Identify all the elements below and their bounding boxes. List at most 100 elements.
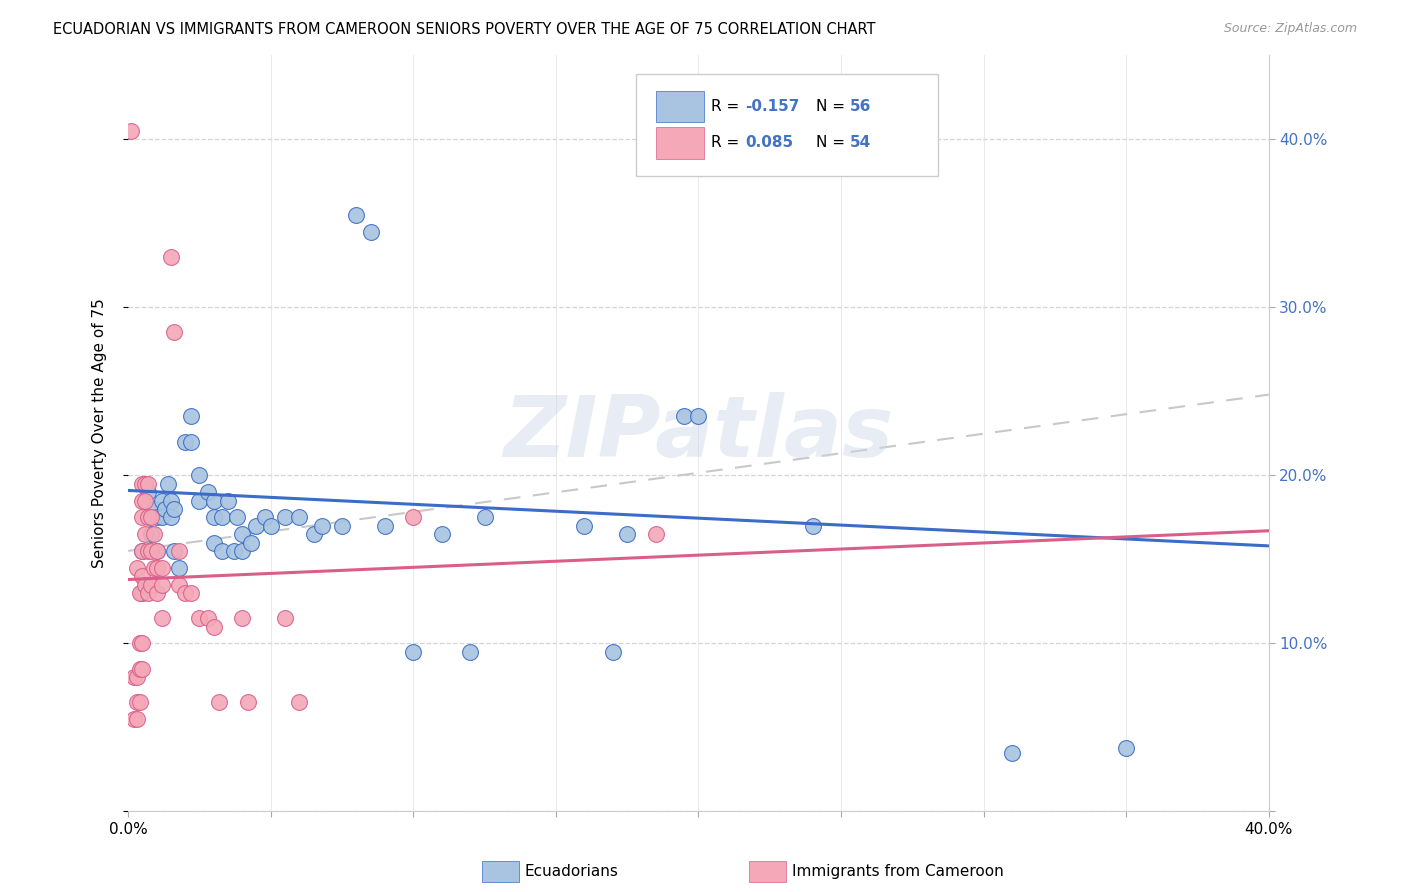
Point <box>202 619 225 633</box>
Point <box>211 544 233 558</box>
Point <box>125 670 148 684</box>
Point <box>288 695 311 709</box>
Text: 54: 54 <box>851 136 872 151</box>
Point <box>125 560 148 574</box>
Point <box>430 527 453 541</box>
Point <box>150 493 173 508</box>
Point <box>688 409 710 424</box>
Point <box>125 712 148 726</box>
Point <box>160 493 183 508</box>
Point <box>125 695 148 709</box>
Point <box>134 577 156 591</box>
Point <box>374 518 396 533</box>
Point <box>134 493 156 508</box>
Point <box>174 434 197 449</box>
FancyBboxPatch shape <box>636 74 938 176</box>
Point <box>134 527 156 541</box>
Point <box>150 577 173 591</box>
Y-axis label: Seniors Poverty Over the Age of 75: Seniors Poverty Over the Age of 75 <box>93 299 107 568</box>
Point <box>231 527 253 541</box>
Point <box>330 518 353 533</box>
Point <box>145 586 167 600</box>
Point <box>360 225 382 239</box>
Point <box>136 544 159 558</box>
Point <box>188 468 211 483</box>
Point <box>131 586 153 600</box>
Point <box>274 611 297 625</box>
Point <box>139 527 162 541</box>
Text: Source: ZipAtlas.com: Source: ZipAtlas.com <box>1223 22 1357 36</box>
Point <box>150 560 173 574</box>
Point <box>302 527 325 541</box>
Point <box>202 493 225 508</box>
Point <box>197 485 219 500</box>
Point <box>188 493 211 508</box>
Point <box>602 645 624 659</box>
Point <box>236 695 259 709</box>
Point <box>145 560 167 574</box>
Point <box>225 510 247 524</box>
Text: ECUADORIAN VS IMMIGRANTS FROM CAMEROON SENIORS POVERTY OVER THE AGE OF 75 CORREL: ECUADORIAN VS IMMIGRANTS FROM CAMEROON S… <box>53 22 876 37</box>
Point <box>402 645 425 659</box>
Point <box>155 502 177 516</box>
Point <box>131 662 153 676</box>
Point <box>122 712 145 726</box>
Point <box>163 502 186 516</box>
Point <box>131 476 153 491</box>
Point <box>222 544 245 558</box>
Point <box>616 527 638 541</box>
Point <box>460 645 482 659</box>
Point <box>157 476 180 491</box>
Text: Immigrants from Cameroon: Immigrants from Cameroon <box>792 864 1004 879</box>
Point <box>163 544 186 558</box>
Point <box>150 611 173 625</box>
Point <box>131 544 153 558</box>
Text: N =: N = <box>815 99 849 114</box>
Point <box>180 434 202 449</box>
Point <box>169 560 191 574</box>
Point <box>128 636 150 650</box>
Point <box>211 510 233 524</box>
FancyBboxPatch shape <box>657 91 704 122</box>
Point <box>169 577 191 591</box>
Point <box>197 611 219 625</box>
Point <box>122 670 145 684</box>
Point <box>131 636 153 650</box>
Point <box>474 510 496 524</box>
Text: 0.085: 0.085 <box>745 136 793 151</box>
Point <box>131 544 153 558</box>
Point <box>145 544 167 558</box>
Point <box>169 544 191 558</box>
Point <box>128 586 150 600</box>
Text: R =: R = <box>711 99 744 114</box>
Text: R =: R = <box>711 136 744 151</box>
Point <box>131 569 153 583</box>
Point <box>344 208 367 222</box>
FancyBboxPatch shape <box>657 127 704 159</box>
Text: ZIPatlas: ZIPatlas <box>503 392 894 475</box>
Point <box>1115 740 1137 755</box>
Point <box>150 510 173 524</box>
Point <box>160 250 183 264</box>
Point <box>188 611 211 625</box>
Point <box>311 518 333 533</box>
Point <box>160 510 183 524</box>
Point <box>673 409 696 424</box>
Point <box>142 527 165 541</box>
Point <box>120 124 142 138</box>
Point <box>145 544 167 558</box>
Point <box>254 510 277 524</box>
Point <box>128 662 150 676</box>
Point <box>202 535 225 549</box>
Point <box>131 510 153 524</box>
Point <box>402 510 425 524</box>
Point <box>142 560 165 574</box>
Point <box>231 544 253 558</box>
Point <box>139 544 162 558</box>
Point <box>131 493 153 508</box>
Point <box>217 493 239 508</box>
Point <box>136 485 159 500</box>
Text: N =: N = <box>815 136 849 151</box>
Point <box>145 510 167 524</box>
Text: 56: 56 <box>851 99 872 114</box>
